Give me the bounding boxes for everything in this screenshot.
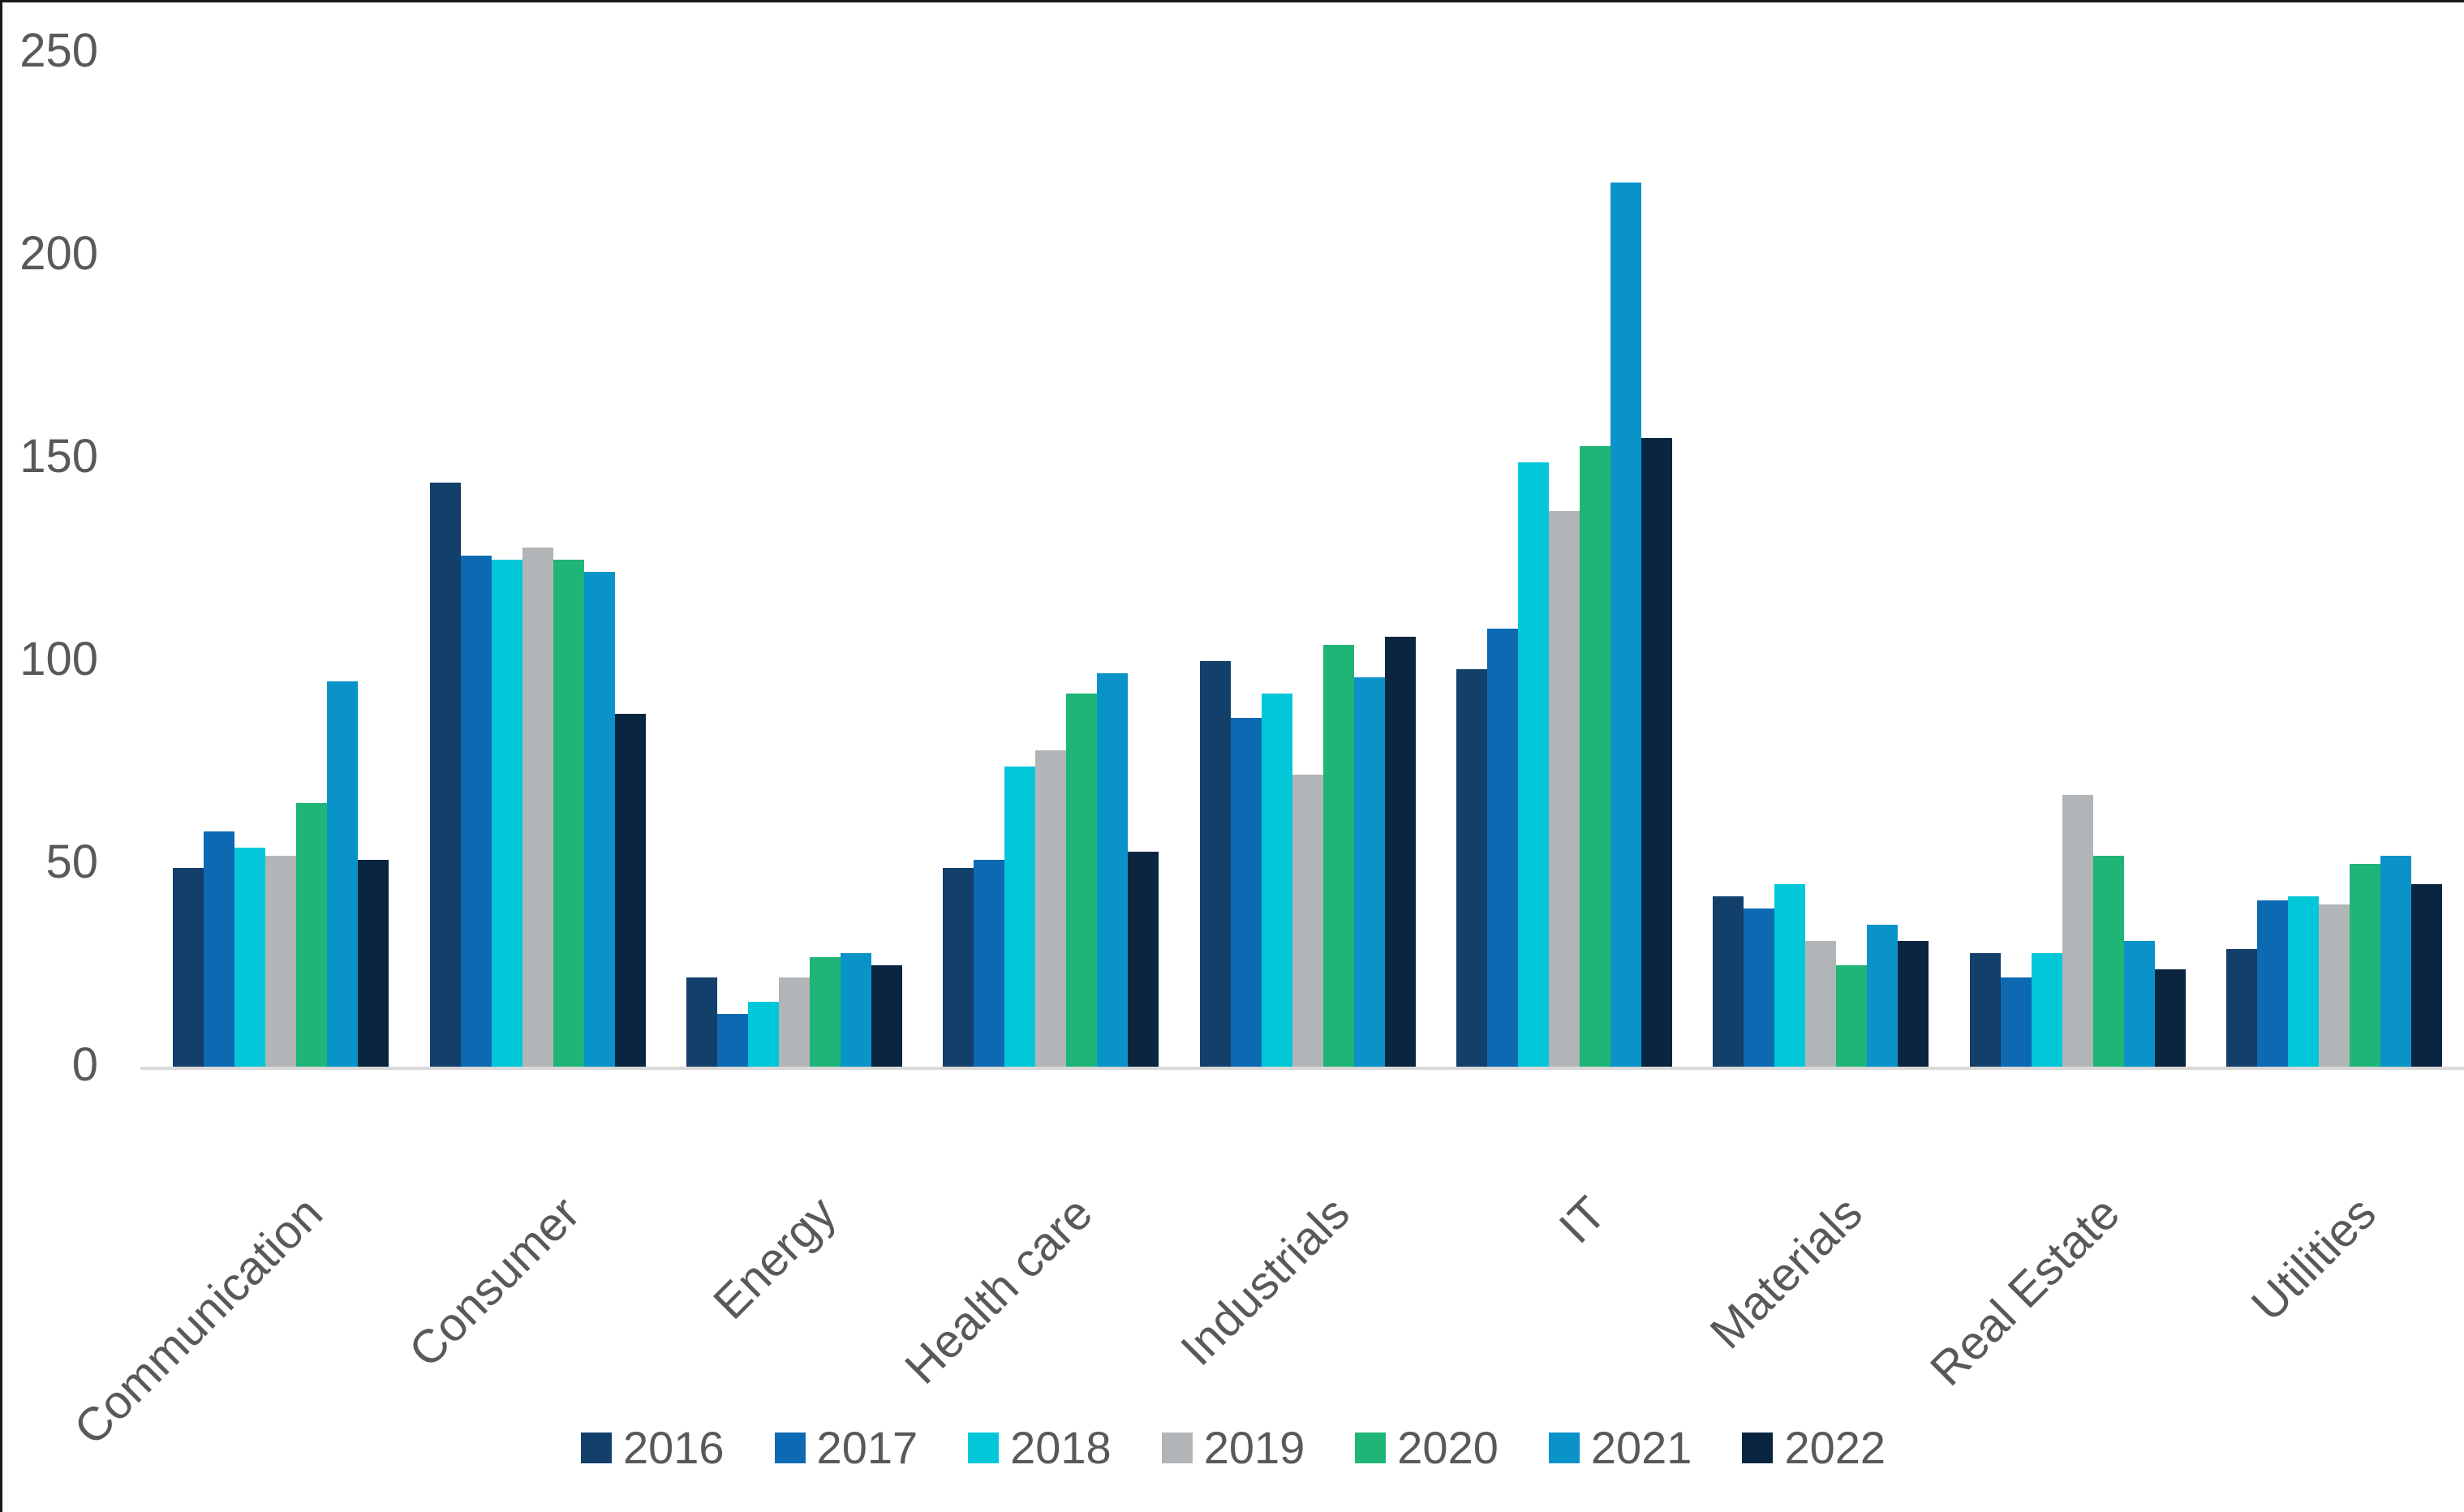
bar-2022-industrials	[1384, 637, 1416, 1067]
bar-2020-energy	[809, 957, 841, 1067]
legend-label: 2019	[1203, 1422, 1305, 1473]
bar-2017-materials	[1744, 908, 1775, 1067]
legend-swatch-icon	[1161, 1433, 1193, 1463]
bar-2018-utilities	[2287, 896, 2319, 1067]
bar-2018-it	[1517, 462, 1549, 1067]
bar-2022-it	[1641, 438, 1672, 1067]
legend-item-2020: 2020	[1355, 1424, 1499, 1472]
bar-2020-real-estate	[2092, 856, 2124, 1067]
bar-2019-it	[1548, 511, 1580, 1067]
bar-2018-real-estate	[2031, 953, 2062, 1067]
bar-2017-utilities	[2256, 900, 2288, 1067]
legend-label: 2022	[1784, 1422, 1886, 1473]
bar-2021-health-care	[1097, 673, 1129, 1067]
x-axis-line	[140, 1067, 2464, 1070]
y-tick-label-50: 50	[45, 835, 98, 888]
bar-2019-utilities	[2318, 904, 2350, 1067]
bar-2017-real-estate	[2000, 977, 2032, 1067]
bar-2022-utilities	[2410, 884, 2442, 1067]
bar-2018-communication	[234, 848, 266, 1067]
bar-2021-consumer	[583, 572, 615, 1067]
bar-2016-materials	[1713, 896, 1744, 1067]
bar-2021-utilities	[2380, 856, 2411, 1067]
y-tick-label-200: 200	[19, 227, 98, 280]
bar-2019-materials	[1805, 941, 1837, 1067]
bar-2020-consumer	[553, 560, 584, 1067]
legend-swatch-icon	[1548, 1433, 1580, 1463]
bar-2020-health-care	[1066, 694, 1098, 1067]
bar-2020-industrials	[1322, 645, 1354, 1067]
bar-2021-it	[1610, 183, 1641, 1067]
bar-2018-materials	[1774, 884, 1806, 1067]
bar-2017-industrials	[1230, 718, 1262, 1067]
bar-2021-real-estate	[2123, 941, 2155, 1067]
bar-2020-communication	[296, 803, 328, 1067]
legend-swatch-icon	[580, 1433, 612, 1463]
bar-2019-health-care	[1035, 750, 1067, 1067]
bar-2018-health-care	[1004, 767, 1036, 1067]
bar-2020-it	[1579, 446, 1610, 1067]
bar-2017-energy	[716, 1014, 748, 1067]
bar-2017-consumer	[460, 556, 492, 1067]
bar-2022-communication	[358, 860, 389, 1067]
legend-item-2018: 2018	[968, 1424, 1112, 1472]
legend-swatch-icon	[774, 1433, 806, 1463]
y-tick-label-150: 150	[19, 430, 98, 483]
legend: 2016 2017 2018 2019 2020 2021 2022	[2, 1424, 2464, 1472]
bar-2017-health-care	[974, 860, 1005, 1067]
bar-2016-communication	[173, 868, 204, 1067]
bar-2021-communication	[327, 681, 359, 1067]
bar-2021-energy	[840, 953, 871, 1067]
legend-item-2019: 2019	[1161, 1422, 1305, 1473]
bar-2018-energy	[747, 1002, 779, 1067]
legend-label: 2020	[1397, 1422, 1499, 1473]
bar-2016-it	[1456, 669, 1487, 1067]
y-tick-label-100: 100	[19, 633, 98, 685]
bar-2022-real-estate	[2154, 969, 2186, 1067]
legend-item-2021: 2021	[1548, 1422, 1692, 1473]
y-tick-label-0: 0	[71, 1038, 98, 1091]
bar-2022-consumer	[614, 714, 646, 1067]
legend-item-2017: 2017	[774, 1422, 918, 1473]
legend-item-2022: 2022	[1742, 1424, 1886, 1472]
bar-2022-energy	[871, 965, 902, 1067]
bar-2019-consumer	[522, 548, 553, 1067]
legend-label: 2016	[622, 1422, 725, 1473]
bar-2016-real-estate	[1969, 953, 2001, 1067]
bar-2017-communication	[204, 831, 235, 1067]
bar-2020-utilities	[2349, 864, 2380, 1067]
bar-2021-materials	[1867, 925, 1899, 1067]
bar-2016-health-care	[943, 868, 974, 1067]
bar-2020-materials	[1836, 965, 1868, 1067]
legend-swatch-icon	[1742, 1433, 1774, 1463]
bar-2016-consumer	[429, 483, 461, 1067]
legend-swatch-icon	[1355, 1433, 1387, 1463]
legend-label: 2018	[1010, 1422, 1112, 1473]
legend-label: 2017	[816, 1422, 918, 1473]
bar-2018-consumer	[491, 560, 522, 1067]
bar-2017-it	[1486, 629, 1518, 1067]
bar-2022-materials	[1898, 941, 1929, 1067]
bar-2018-industrials	[1261, 694, 1292, 1067]
bar-2021-industrials	[1353, 677, 1385, 1067]
bar-2019-energy	[778, 977, 810, 1067]
legend-label: 2021	[1590, 1422, 1692, 1473]
bar-2016-energy	[686, 977, 717, 1067]
y-tick-label-250: 250	[19, 24, 98, 77]
legend-swatch-icon	[968, 1433, 1000, 1463]
bar-2016-utilities	[2225, 949, 2257, 1067]
bar-2016-industrials	[1199, 661, 1231, 1067]
legend-item-2016: 2016	[580, 1422, 725, 1473]
bar-2022-health-care	[1128, 852, 1159, 1067]
bar-2019-communication	[265, 856, 297, 1067]
bar-2019-real-estate	[2062, 795, 2093, 1067]
bar-2019-industrials	[1292, 775, 1323, 1067]
